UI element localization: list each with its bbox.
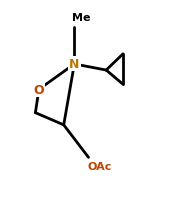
- Text: N: N: [69, 58, 79, 71]
- Text: O: O: [34, 83, 44, 96]
- Text: OAc: OAc: [88, 162, 112, 172]
- Text: Me: Me: [72, 13, 91, 23]
